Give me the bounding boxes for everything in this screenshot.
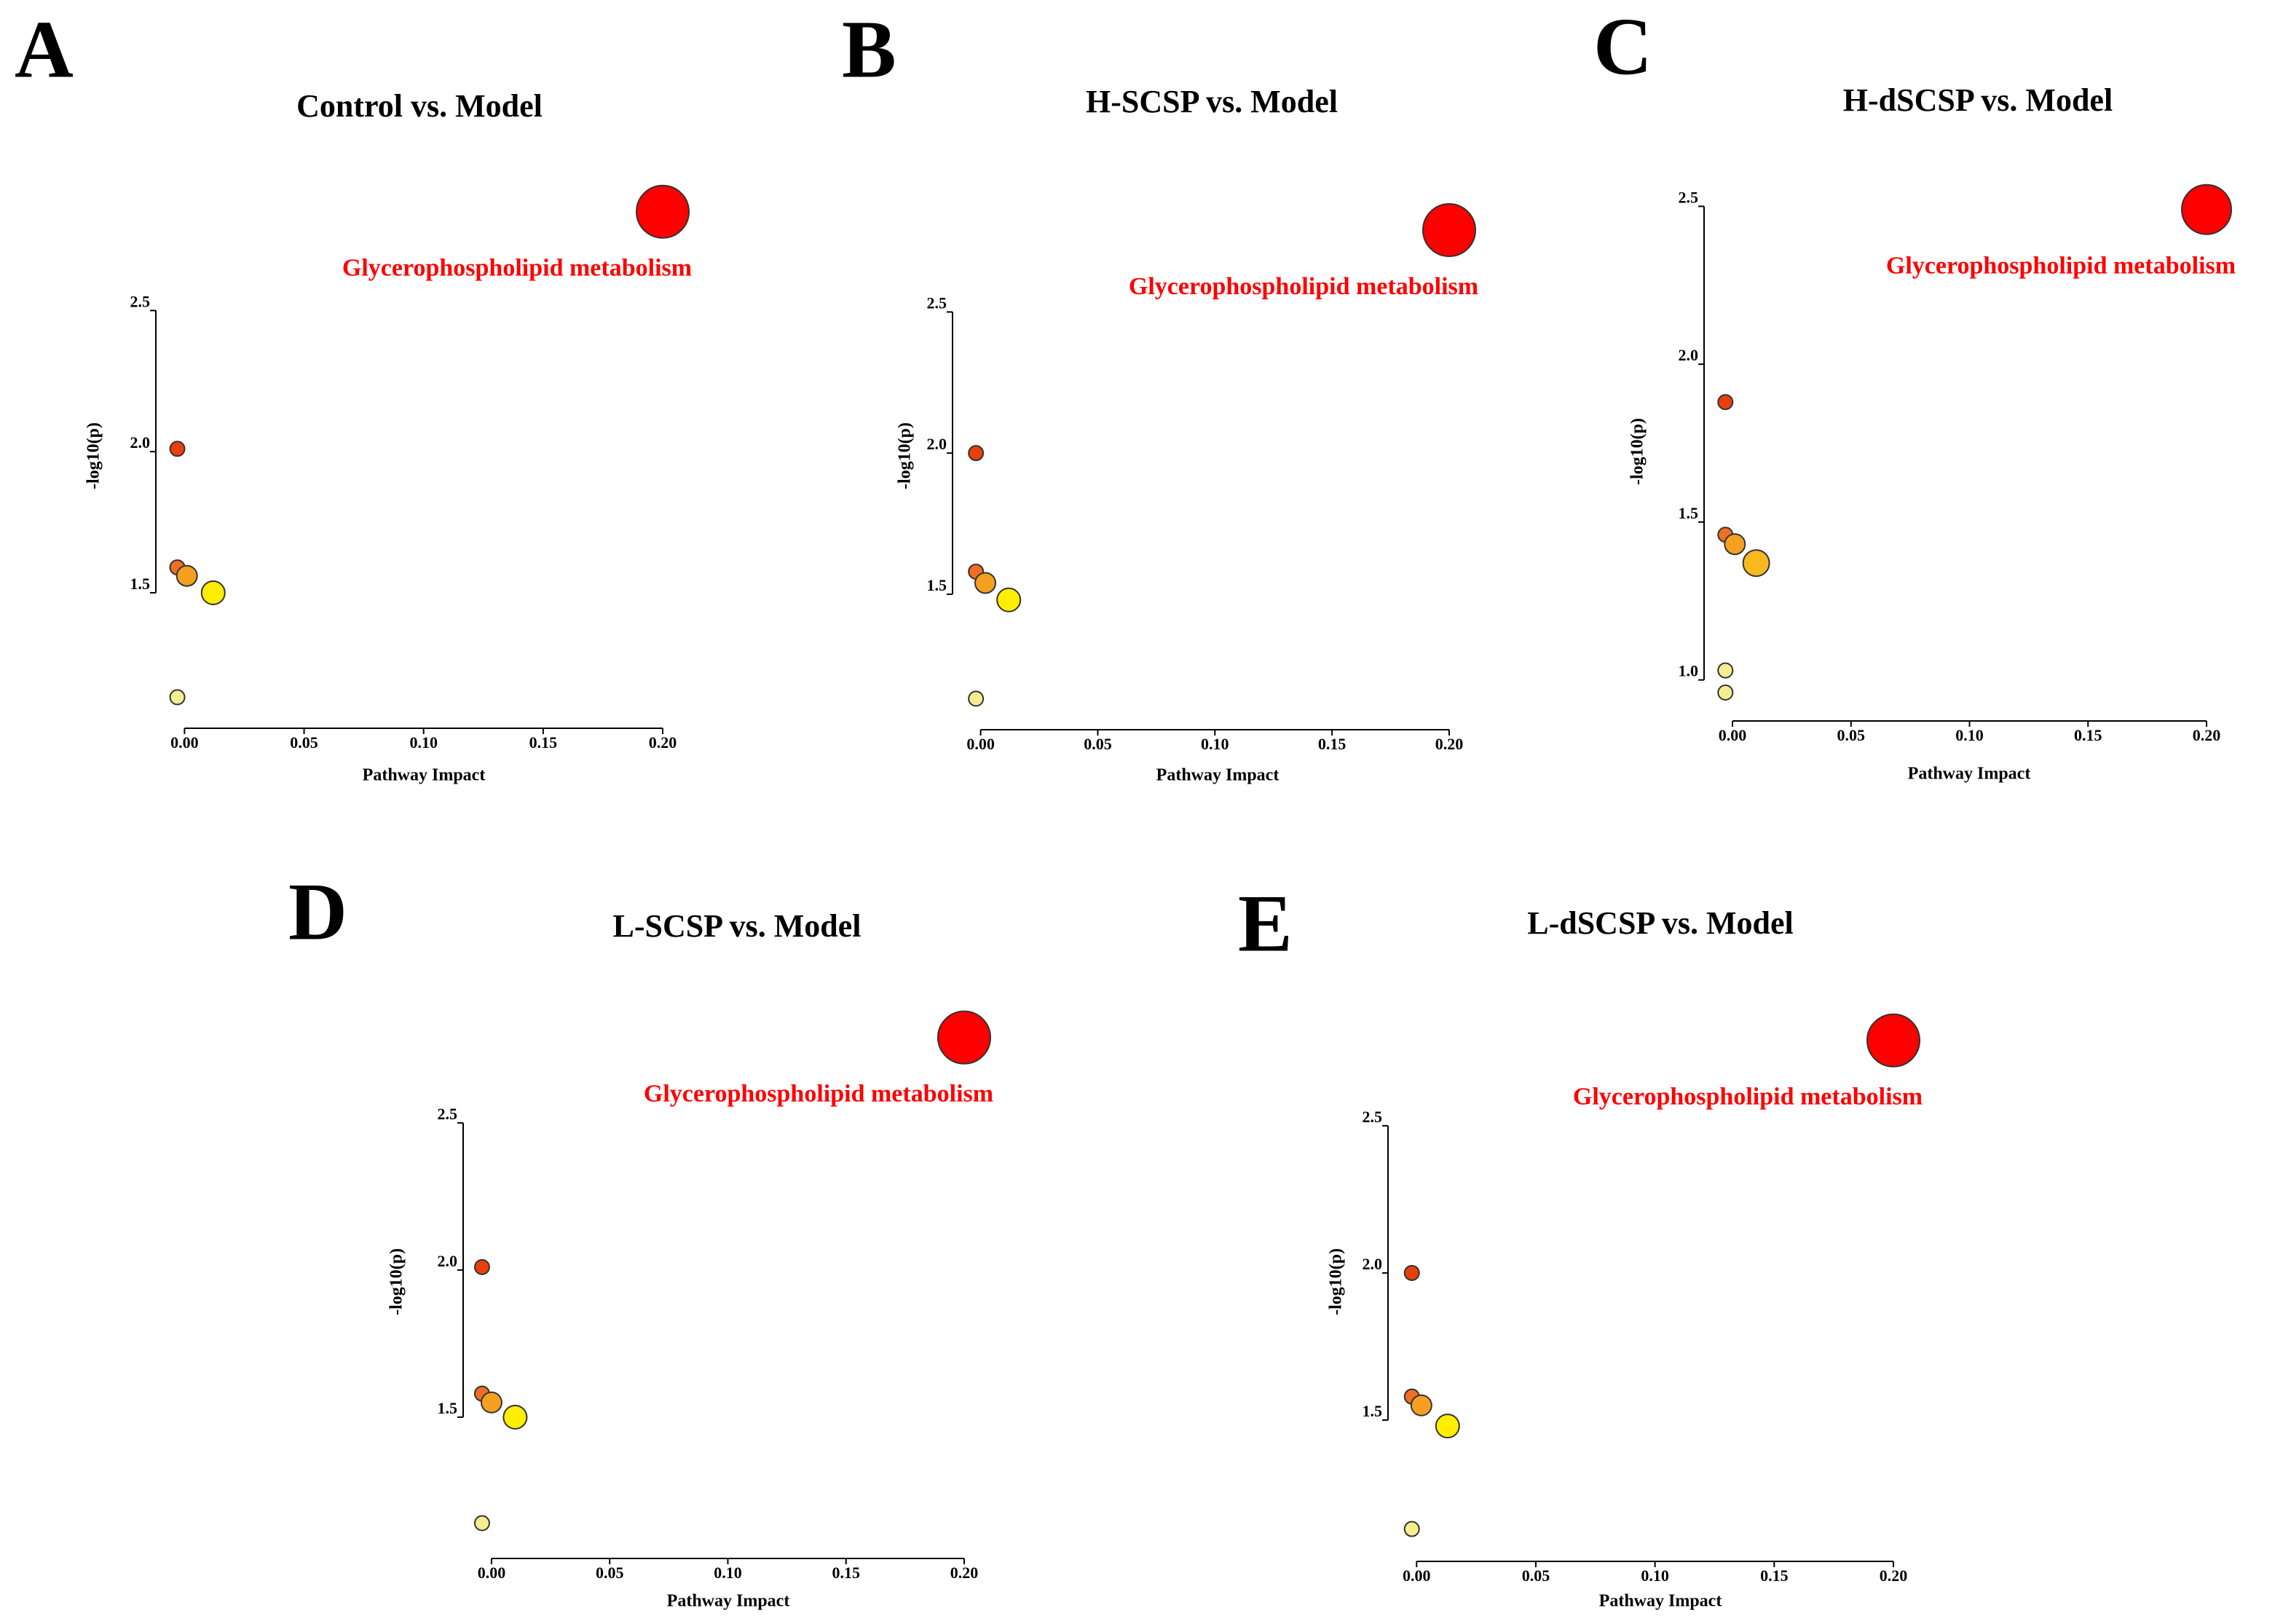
x-tick-label: 0.00 bbox=[170, 733, 199, 752]
annotation: Glycerophospholipid metabolism bbox=[342, 255, 692, 282]
annotation: Glycerophospholipid metabolism bbox=[644, 1080, 993, 1107]
x-axis-label: Pathway Impact bbox=[667, 1592, 790, 1611]
y-axis-label: -log10(p) bbox=[84, 422, 103, 489]
point bbox=[169, 689, 186, 706]
point bbox=[200, 580, 226, 605]
panel-letter: D bbox=[288, 867, 347, 958]
y-tick-label: 2.5 bbox=[1679, 188, 1699, 206]
point bbox=[996, 587, 1022, 612]
y-tick-label: 1.0 bbox=[1679, 662, 1699, 680]
point bbox=[974, 572, 997, 594]
x-tick-label: 0.15 bbox=[1760, 1566, 1789, 1585]
x-tick-label: 0.05 bbox=[1522, 1566, 1550, 1585]
panel-letter: A bbox=[15, 5, 74, 95]
annotation: Glycerophospholipid metabolism bbox=[1573, 1083, 1923, 1110]
y-axis-label: -log10(p) bbox=[896, 422, 915, 489]
chart-title: H-dSCSP vs. Model bbox=[1843, 82, 2113, 118]
point bbox=[502, 1405, 528, 1430]
x-tick-label: 0.05 bbox=[1084, 735, 1112, 753]
y-tick-label: 1.5 bbox=[1363, 1402, 1383, 1420]
point bbox=[1724, 533, 1746, 556]
x-tick-label: 0.05 bbox=[1837, 726, 1866, 744]
x-tick-label: 0.10 bbox=[409, 733, 438, 752]
y-tick-label: 1.5 bbox=[1679, 504, 1699, 522]
x-tick-label: 0.00 bbox=[966, 735, 995, 753]
chart-title: Control vs. Model bbox=[296, 88, 543, 124]
y-tick-label: 2.0 bbox=[1363, 1255, 1383, 1273]
x-tick-label: 0.20 bbox=[2193, 726, 2221, 744]
x-axis-label: Pathway Impact bbox=[363, 766, 486, 785]
y-tick-label: 2.0 bbox=[927, 435, 947, 453]
x-axis-label: Pathway Impact bbox=[1156, 766, 1280, 785]
x-tick-label: 0.15 bbox=[832, 1564, 860, 1582]
point bbox=[480, 1391, 502, 1414]
point bbox=[2181, 184, 2232, 235]
x-tick-label: 0.00 bbox=[1719, 726, 1747, 744]
chart-title: L-SCSP vs. Model bbox=[612, 908, 861, 944]
x-tick-label: 0.20 bbox=[1880, 1566, 1908, 1585]
y-tick-label: 1.5 bbox=[438, 1399, 458, 1417]
x-tick-label: 0.05 bbox=[290, 733, 318, 752]
annotation: Glycerophospholipid metabolism bbox=[1886, 252, 2236, 279]
x-axis-label: Pathway Impact bbox=[1599, 1592, 1722, 1611]
point bbox=[1717, 394, 1734, 411]
y-tick-label: 1.5 bbox=[130, 575, 151, 593]
point bbox=[1403, 1264, 1420, 1281]
point bbox=[1403, 1521, 1420, 1537]
annotation: Glycerophospholipid metabolism bbox=[1129, 273, 1478, 300]
y-tick-label: 2.5 bbox=[927, 293, 947, 312]
x-tick-label: 0.15 bbox=[1318, 735, 1347, 753]
point bbox=[1422, 203, 1476, 258]
x-tick-label: 0.05 bbox=[596, 1564, 624, 1582]
chart-title: H-SCSP vs. Model bbox=[1086, 84, 1338, 119]
x-tick-label: 0.10 bbox=[1641, 1566, 1669, 1585]
x-tick-label: 0.20 bbox=[950, 1564, 979, 1582]
point bbox=[636, 184, 690, 239]
x-axis-label: Pathway Impact bbox=[1908, 765, 2031, 784]
y-tick-label: 2.0 bbox=[1679, 346, 1699, 364]
x-tick-label: 0.15 bbox=[529, 733, 558, 752]
y-tick-label: 2.5 bbox=[1363, 1108, 1383, 1126]
point bbox=[1717, 662, 1734, 679]
y-tick-label: 2.0 bbox=[130, 433, 151, 452]
panel-letter: E bbox=[1238, 879, 1293, 969]
point bbox=[937, 1010, 991, 1065]
point bbox=[169, 441, 186, 457]
point bbox=[1742, 549, 1770, 578]
chart-title: L-dSCSP vs. Model bbox=[1527, 905, 1794, 941]
y-axis-label: -log10(p) bbox=[1327, 1248, 1346, 1315]
x-tick-label: 0.15 bbox=[2074, 726, 2102, 744]
point bbox=[176, 564, 198, 587]
x-tick-label: 0.10 bbox=[1955, 726, 1984, 744]
x-tick-label: 0.10 bbox=[714, 1564, 742, 1582]
x-tick-label: 0.10 bbox=[1201, 735, 1229, 753]
x-tick-label: 0.00 bbox=[478, 1564, 506, 1582]
y-axis-label: -log10(p) bbox=[387, 1248, 406, 1315]
y-tick-label: 2.5 bbox=[438, 1105, 458, 1123]
point bbox=[473, 1258, 490, 1275]
panel-letter: C bbox=[1593, 2, 1652, 92]
y-tick-label: 2.0 bbox=[438, 1252, 458, 1270]
y-tick-label: 1.5 bbox=[927, 576, 947, 594]
point bbox=[1435, 1414, 1460, 1439]
point bbox=[1717, 684, 1734, 701]
x-tick-label: 0.20 bbox=[649, 733, 677, 752]
point bbox=[968, 445, 985, 462]
point bbox=[473, 1515, 490, 1532]
panel-letter: B bbox=[842, 5, 896, 95]
x-tick-label: 0.20 bbox=[1435, 735, 1464, 753]
y-tick-label: 2.5 bbox=[130, 292, 151, 310]
point bbox=[1866, 1013, 1920, 1068]
y-axis-label: -log10(p) bbox=[1628, 418, 1647, 485]
x-tick-label: 0.00 bbox=[1403, 1566, 1431, 1585]
point bbox=[968, 690, 985, 707]
point bbox=[1410, 1394, 1432, 1416]
